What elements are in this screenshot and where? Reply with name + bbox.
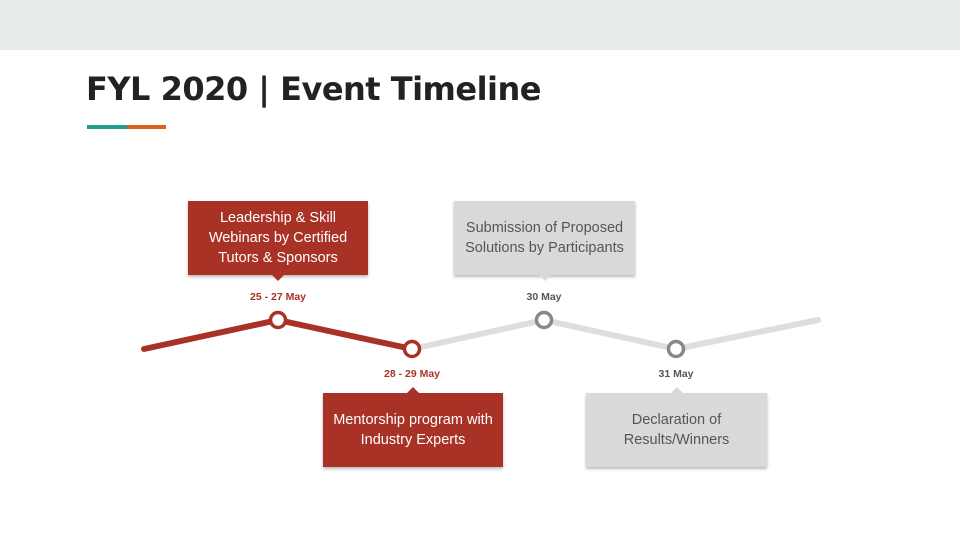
callout-pointer	[538, 275, 551, 281]
event-label-1: Leadership & Skill Webinars by Certified…	[208, 210, 348, 266]
event-date-4: 31 May	[658, 368, 694, 380]
event-callout-1: Leadership & Skill Webinars by Certified…	[188, 201, 368, 281]
page-title: FYL 2020 | Event Timeline	[86, 70, 542, 108]
event-date-1: 25 - 27 May	[249, 291, 307, 303]
timeline-segment-1	[275, 317, 415, 352]
event-label-3: Submission of Proposed Solutions by Part…	[465, 220, 624, 256]
timeline-segment-2	[409, 317, 547, 352]
callout-pointer	[272, 275, 284, 281]
timeline-node-4	[666, 339, 686, 359]
accent-bar-orange	[127, 125, 166, 129]
accent-bar-teal	[87, 125, 127, 129]
event-date-2: 28 - 29 May	[383, 368, 441, 380]
timeline-node-1	[268, 310, 288, 330]
timeline-end-segment	[673, 317, 821, 352]
callout-pointer	[670, 387, 683, 393]
timeline-node-2	[402, 339, 422, 359]
event-date-3: 30 May	[526, 291, 562, 303]
event-label-2: Mentorship program with Industry Experts	[333, 412, 493, 448]
timeline-segment-3	[541, 317, 679, 352]
event-callout-3: Submission of Proposed Solutions by Part…	[454, 201, 635, 281]
timeline-start-segment	[141, 317, 281, 352]
event-callout-4: Declaration of Results/Winners	[586, 387, 767, 467]
event-label-4: Declaration of Results/Winners	[623, 412, 730, 448]
callout-pointer	[407, 387, 419, 393]
event-callout-2: Mentorship program with Industry Experts	[323, 387, 503, 467]
top-band	[0, 0, 960, 50]
timeline-node-3	[534, 310, 554, 330]
